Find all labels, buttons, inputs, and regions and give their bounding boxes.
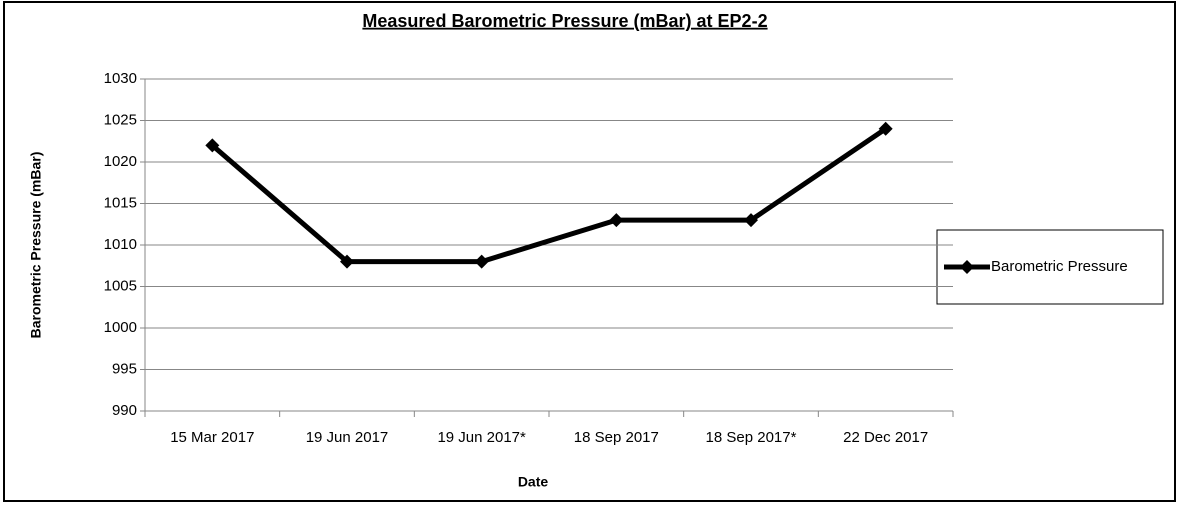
y-tick-label: 1025 — [104, 111, 137, 128]
point-marker — [609, 213, 624, 228]
x-axis-label: Date — [518, 474, 549, 490]
y-axis-label: Barometric Pressure (mBar) — [28, 152, 44, 339]
y-tick-label: 1005 — [104, 277, 137, 294]
series-line — [210, 126, 888, 265]
x-tick-label: 19 Jun 2017 — [306, 429, 389, 446]
y-tick-label: 1020 — [104, 153, 137, 170]
y-tick-label: 990 — [112, 402, 137, 419]
x-tick-label: 22 Dec 2017 — [843, 429, 928, 446]
x-tick-label: 19 Jun 2017* — [437, 429, 526, 446]
y-tick-label: 1015 — [104, 194, 137, 211]
x-tick-label: 18 Sep 2017 — [574, 429, 659, 446]
y-tick-label: 1010 — [104, 236, 137, 253]
legend-label: Barometric Pressure — [991, 258, 1128, 275]
point-marker — [205, 138, 220, 153]
y-tick-label: 995 — [112, 360, 137, 377]
y-tick-label: 1000 — [104, 319, 137, 336]
chart-title: Measured Barometric Pressure (mBar) at E… — [362, 11, 767, 31]
point-marker — [744, 213, 758, 228]
legend-marker — [960, 260, 974, 274]
x-tick-label: 15 Mar 2017 — [170, 429, 254, 446]
y-tick-label: 1030 — [104, 70, 137, 87]
point-marker — [340, 254, 354, 269]
x-tick-label: 18 Sep 2017* — [706, 429, 797, 446]
point-marker — [878, 121, 893, 136]
point-marker — [474, 254, 489, 269]
